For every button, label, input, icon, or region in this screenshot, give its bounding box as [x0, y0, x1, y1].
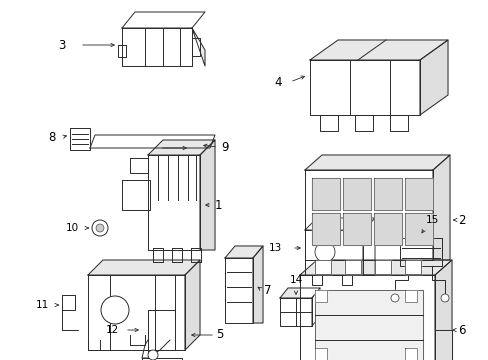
Polygon shape: [374, 260, 390, 274]
Polygon shape: [88, 260, 200, 275]
Polygon shape: [280, 288, 319, 298]
Polygon shape: [319, 115, 337, 131]
Text: 2: 2: [457, 213, 465, 226]
Polygon shape: [404, 290, 416, 302]
Polygon shape: [314, 348, 326, 360]
Text: 6: 6: [457, 324, 465, 337]
Polygon shape: [299, 275, 434, 360]
Polygon shape: [389, 115, 407, 131]
Text: 1: 1: [214, 198, 221, 212]
Polygon shape: [309, 60, 419, 115]
Circle shape: [92, 220, 108, 236]
Polygon shape: [314, 260, 330, 274]
Polygon shape: [341, 275, 351, 285]
Polygon shape: [404, 348, 416, 360]
Polygon shape: [342, 213, 370, 245]
Polygon shape: [122, 12, 204, 28]
Circle shape: [101, 296, 129, 324]
Polygon shape: [362, 218, 374, 275]
Polygon shape: [130, 158, 148, 173]
Polygon shape: [70, 128, 90, 150]
Polygon shape: [148, 155, 200, 250]
Text: 7: 7: [264, 284, 271, 297]
Circle shape: [440, 294, 448, 302]
Polygon shape: [88, 275, 184, 350]
Polygon shape: [299, 260, 451, 275]
Text: 14: 14: [289, 275, 302, 285]
Text: 10: 10: [65, 223, 79, 233]
Polygon shape: [90, 135, 215, 148]
Polygon shape: [191, 248, 201, 262]
Polygon shape: [432, 155, 449, 260]
Polygon shape: [305, 218, 374, 230]
Polygon shape: [192, 38, 200, 56]
Polygon shape: [224, 258, 252, 323]
Polygon shape: [184, 260, 200, 350]
Circle shape: [96, 224, 104, 232]
Polygon shape: [118, 45, 126, 57]
Polygon shape: [354, 115, 372, 131]
Polygon shape: [404, 213, 432, 245]
Polygon shape: [314, 290, 422, 360]
Polygon shape: [224, 246, 263, 258]
Text: 13: 13: [268, 243, 281, 253]
Polygon shape: [153, 248, 163, 262]
Polygon shape: [311, 288, 319, 326]
Polygon shape: [345, 260, 360, 274]
Text: 4: 4: [274, 76, 281, 89]
Polygon shape: [309, 40, 447, 60]
Circle shape: [314, 242, 334, 262]
Circle shape: [390, 294, 398, 302]
Text: 8: 8: [48, 131, 56, 144]
Text: 11: 11: [35, 300, 48, 310]
Polygon shape: [434, 330, 451, 360]
Polygon shape: [305, 155, 449, 170]
Polygon shape: [200, 140, 215, 250]
Polygon shape: [252, 246, 263, 323]
Polygon shape: [419, 40, 447, 115]
Polygon shape: [311, 275, 321, 285]
Polygon shape: [404, 178, 432, 210]
Polygon shape: [148, 140, 215, 155]
Text: 9: 9: [221, 140, 228, 153]
Polygon shape: [122, 180, 150, 210]
Polygon shape: [399, 238, 441, 266]
Polygon shape: [122, 28, 192, 66]
Text: 12: 12: [105, 325, 119, 335]
Polygon shape: [280, 298, 311, 326]
Polygon shape: [142, 358, 182, 360]
Polygon shape: [373, 213, 401, 245]
Text: 5: 5: [216, 328, 223, 342]
Polygon shape: [314, 290, 326, 302]
Polygon shape: [311, 213, 339, 245]
Polygon shape: [192, 28, 204, 66]
Polygon shape: [172, 248, 182, 262]
Polygon shape: [342, 178, 370, 210]
Polygon shape: [305, 170, 432, 260]
Circle shape: [148, 350, 158, 360]
Polygon shape: [404, 260, 420, 274]
Polygon shape: [434, 260, 451, 360]
Text: 15: 15: [425, 215, 438, 225]
Text: 3: 3: [58, 39, 65, 51]
Polygon shape: [305, 230, 362, 275]
Polygon shape: [311, 178, 339, 210]
Polygon shape: [373, 178, 401, 210]
